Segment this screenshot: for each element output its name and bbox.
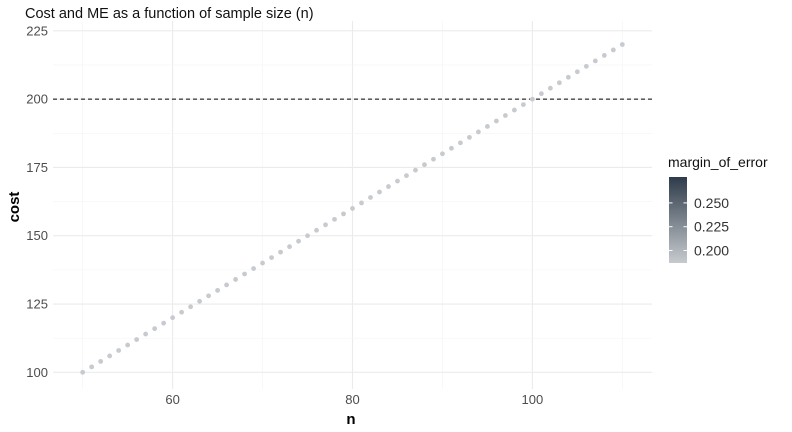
data-point [332,216,337,222]
x-tick-label: 60 [165,392,179,407]
data-point [422,162,427,168]
data-point [215,287,220,293]
data-point [152,326,158,332]
data-point [395,178,400,184]
y-tick-label: 175 [26,160,48,175]
data-point [476,129,481,135]
data-point [377,189,382,195]
data-point [592,58,598,64]
data-point [278,249,283,255]
data-point [323,222,328,228]
data-point [494,118,499,124]
data-point [224,282,229,288]
data-point [125,342,131,348]
data-point [116,348,122,353]
data-point [314,227,319,233]
data-point [619,42,625,47]
y-tick-label: 125 [26,297,48,312]
data-point [107,353,113,359]
data-point [287,244,292,250]
data-point [610,47,616,53]
data-point [511,107,517,113]
data-point [565,74,571,80]
legend-tick-label: 0.250 [694,195,729,211]
data-point [467,134,472,140]
data-point [161,320,167,326]
data-point [188,304,194,310]
data-point [134,337,140,342]
data-point [601,53,607,58]
y-tick-label: 225 [26,23,48,38]
data-point [341,211,346,217]
y-tick-label: 150 [26,228,48,243]
data-points [80,42,625,375]
chart-title: Cost and ME as a function of sample size… [25,6,314,22]
data-point [296,238,301,244]
data-point [404,173,409,179]
data-point [197,298,203,304]
legend-tick-label: 0.200 [694,243,729,259]
data-point [547,85,553,91]
legend-title: margin_of_error [668,154,768,170]
x-axis-ticks: 60 80 100 [165,392,543,407]
data-point [269,255,274,260]
data-point [529,96,535,102]
y-axis-title: cost [6,192,23,223]
data-point [233,277,238,282]
data-point [305,233,310,239]
data-point [413,167,418,173]
y-axis-ticks: 100 125 150 175 200 225 [26,23,48,379]
legend-colorbar [669,177,687,263]
data-point [386,184,391,189]
data-point [89,364,95,370]
data-point [538,91,544,97]
data-point [574,69,580,75]
data-point [260,260,265,266]
y-tick-label: 100 [26,365,48,380]
legend-ticks: 0.250 0.225 0.200 [669,195,729,259]
grid [53,21,652,389]
data-point [143,331,149,337]
data-point [206,293,211,299]
x-tick-label: 80 [345,392,359,407]
data-point [449,145,454,151]
data-point [98,359,104,364]
data-point [170,315,176,321]
data-point [368,195,373,200]
data-point [583,63,589,69]
data-point [179,309,185,315]
data-point [80,369,86,375]
legend: margin_of_error 0.250 0.225 0.200 [668,154,768,263]
data-point [242,271,247,277]
data-point [485,124,490,129]
data-point [520,102,526,107]
legend-tick-label: 0.225 [694,219,729,235]
data-point [350,206,355,211]
data-point [251,266,256,271]
data-point [502,113,508,118]
data-point [458,140,463,146]
y-tick-label: 200 [26,92,48,107]
x-axis-title: n [346,411,355,428]
x-tick-label: 100 [522,392,544,407]
data-point [431,156,436,162]
data-point [556,80,562,86]
data-point [440,151,445,157]
data-point [359,200,364,206]
